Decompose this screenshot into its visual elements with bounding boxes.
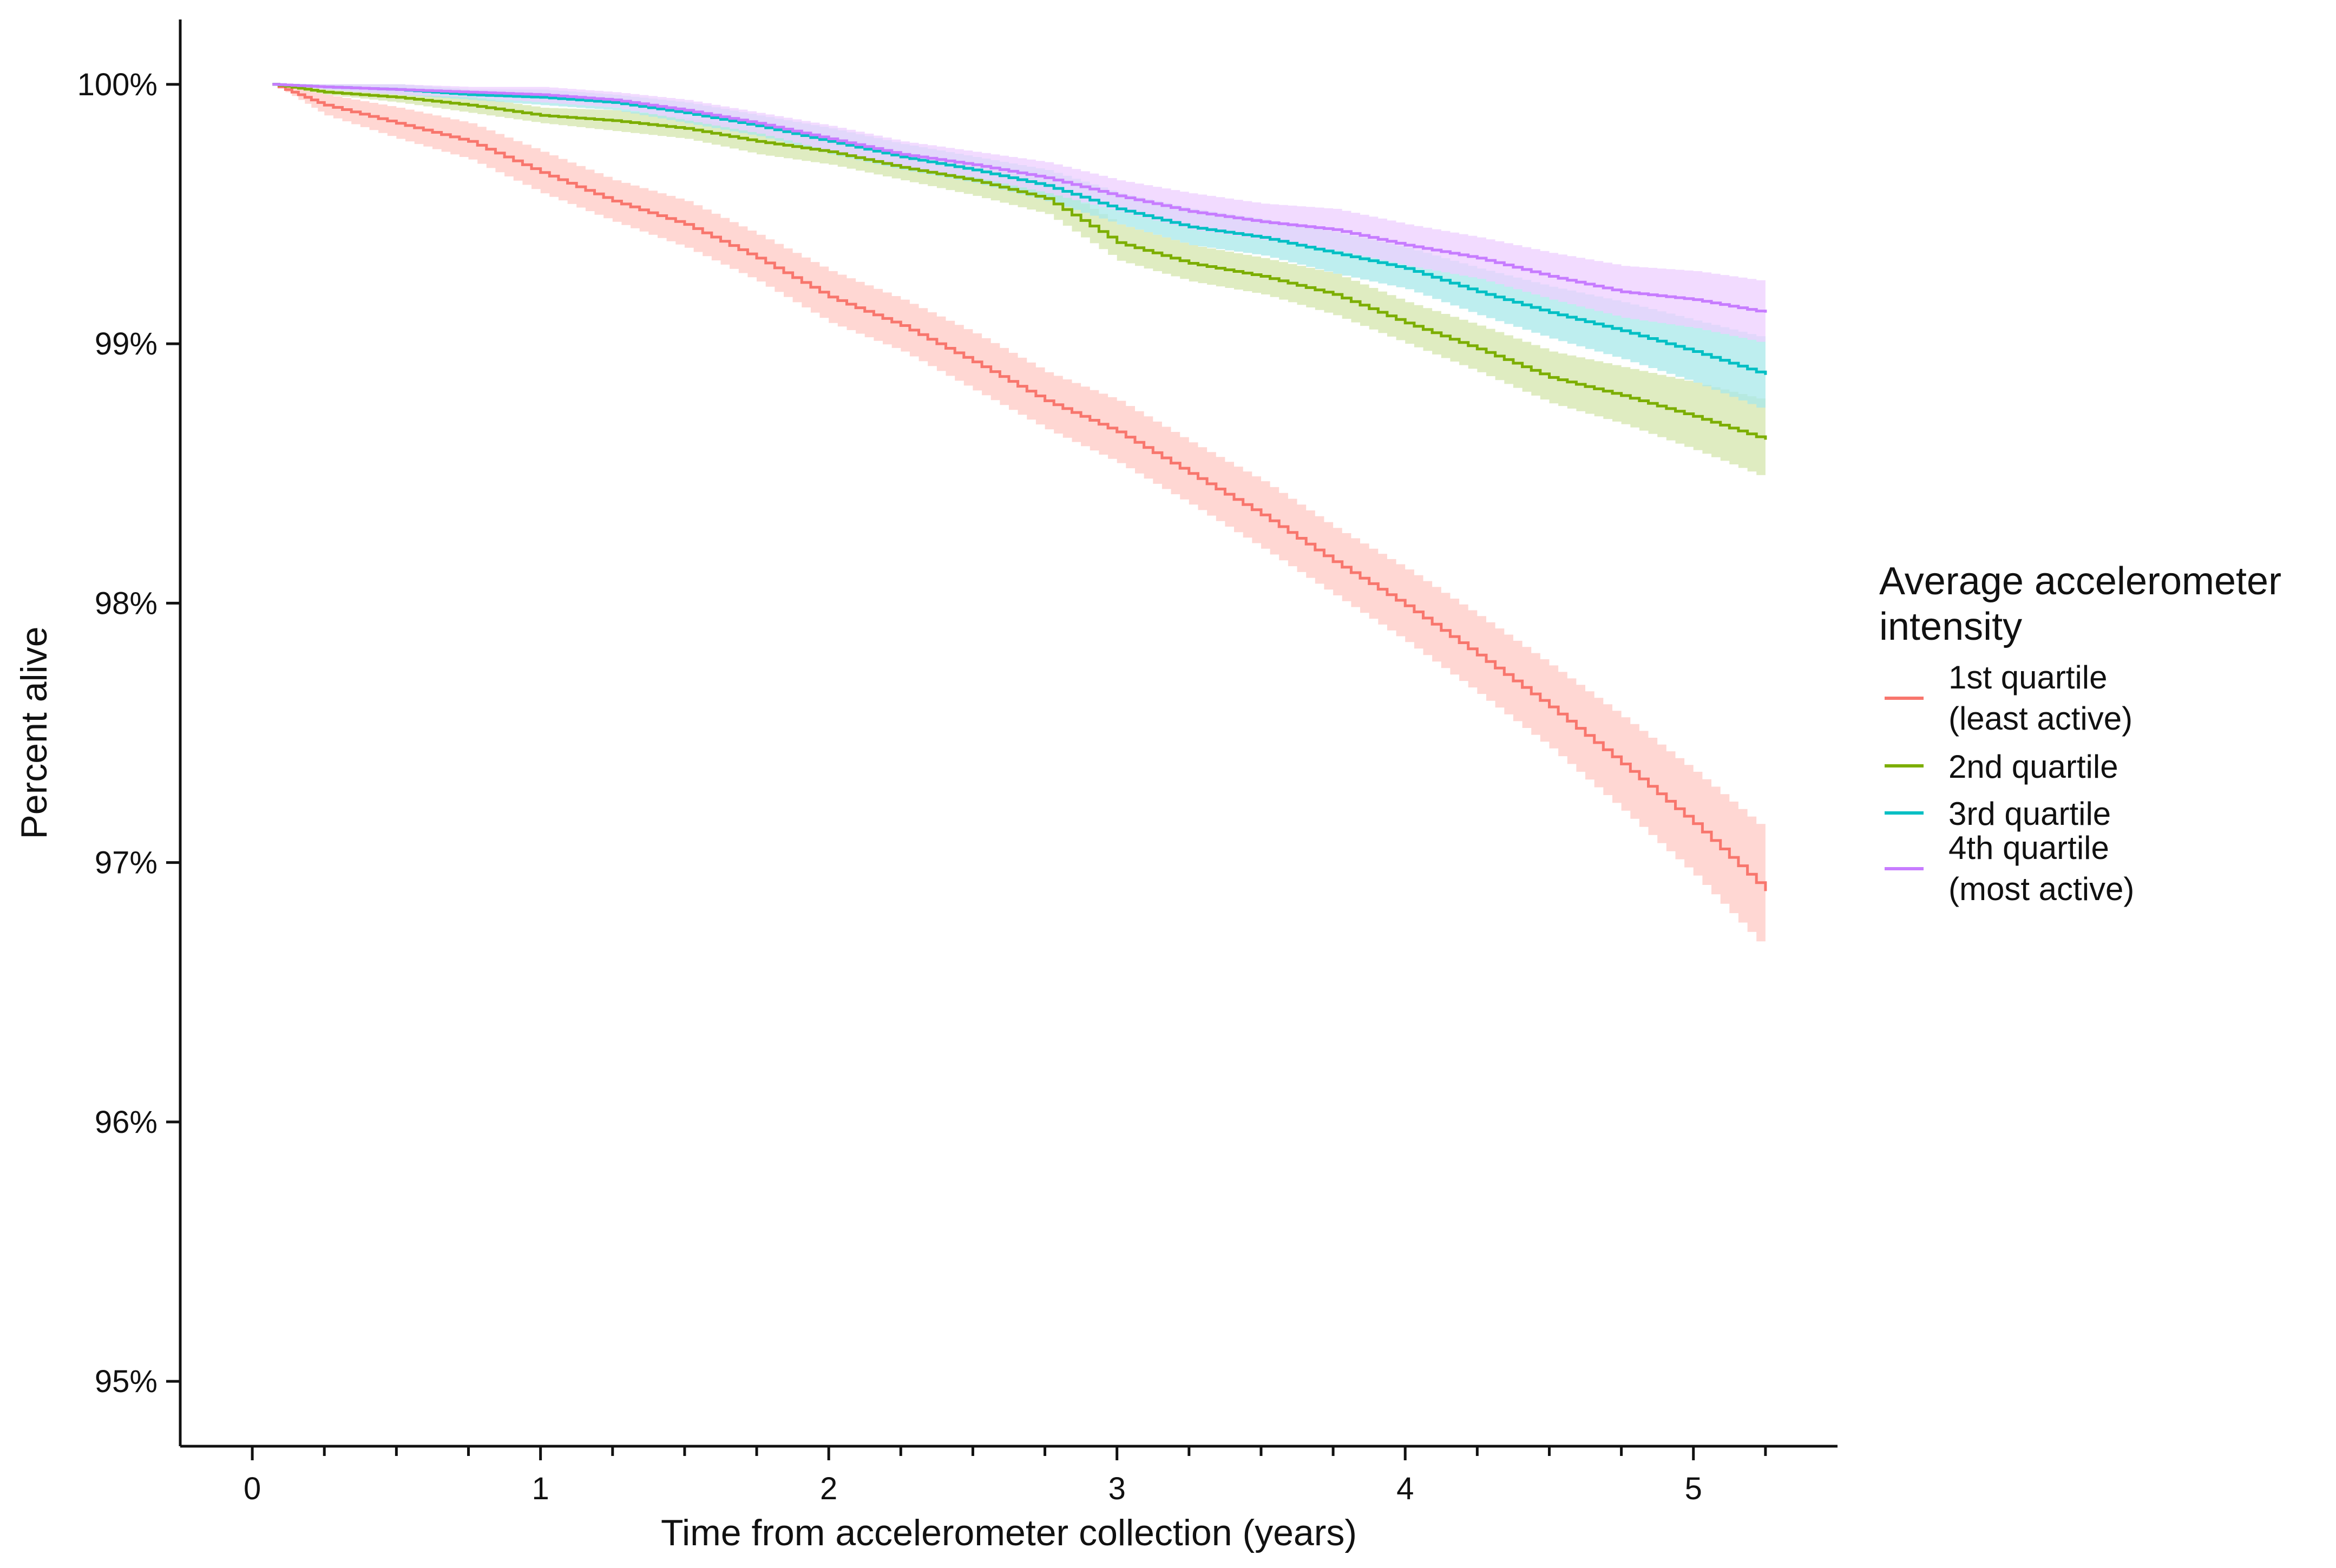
legend-label-series-4: 4th quartile bbox=[1948, 830, 2109, 866]
y-tick-label: 98% bbox=[95, 586, 158, 621]
x-tick-label: 3 bbox=[1108, 1471, 1126, 1506]
legend-label-series-2: 2nd quartile bbox=[1948, 749, 2118, 785]
x-axis-title: Time from accelerometer collection (year… bbox=[661, 1512, 1357, 1553]
legend-title: intensity bbox=[1879, 605, 2022, 648]
confidence-bands bbox=[272, 84, 1766, 951]
y-tick-label: 95% bbox=[95, 1364, 158, 1399]
legend-label-series-3: 3rd quartile bbox=[1948, 796, 2111, 832]
x-tick-label: 0 bbox=[244, 1471, 261, 1506]
legend-label-series-4: (most active) bbox=[1948, 871, 2134, 907]
x-tick-label: 2 bbox=[820, 1471, 837, 1506]
survival-line-series-4 bbox=[272, 83, 1767, 313]
legend-label-series-1: 1st quartile bbox=[1948, 659, 2108, 696]
x-tick-label: 5 bbox=[1685, 1471, 1702, 1506]
survival-line-series-2 bbox=[272, 83, 1767, 440]
axis-ticks: 0 1 2 3 4 5 95% 96% 97% 98% 99% 100% bbox=[77, 67, 1767, 1506]
ci-band-series-1 bbox=[272, 84, 1766, 951]
x-tick-label: 1 bbox=[532, 1471, 549, 1506]
y-tick-label: 97% bbox=[95, 845, 158, 881]
legend-label-series-1: (least active) bbox=[1948, 700, 2132, 737]
axes bbox=[179, 19, 1838, 1448]
y-tick-label: 99% bbox=[95, 326, 158, 362]
survival-lines bbox=[272, 83, 1767, 891]
survival-line-series-1 bbox=[272, 83, 1767, 891]
survival-line-series-3 bbox=[272, 83, 1767, 375]
y-tick-label: 100% bbox=[77, 67, 158, 102]
legend-title: Average accelerometer bbox=[1879, 560, 2281, 603]
y-tick-label: 96% bbox=[95, 1105, 158, 1140]
x-tick-label: 4 bbox=[1396, 1471, 1414, 1506]
y-axis-title: Percent alive bbox=[14, 626, 55, 839]
